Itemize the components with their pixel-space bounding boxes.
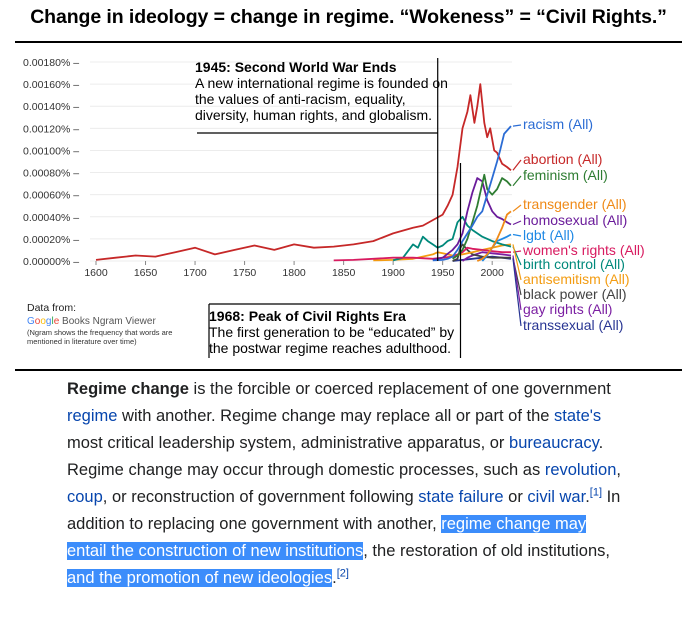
y-tick-label: 0.00120% – <box>23 123 79 135</box>
y-tick-label: 0.00160% – <box>23 79 79 91</box>
x-tick-label: 1850 <box>332 267 356 279</box>
annotation-1968-text: The first generation to be “educated” by… <box>209 324 455 356</box>
y-tick-label: 0.00040% – <box>23 212 79 224</box>
bottom-rule <box>15 369 682 371</box>
legend-label: transsexual (All) <box>523 317 623 333</box>
series-line-abortion <box>95 83 512 261</box>
top-rule <box>15 41 682 43</box>
headline: Change in ideology = change in regime. “… <box>30 6 667 28</box>
series-line-transgender <box>476 210 512 262</box>
link-civil-war[interactable]: civil war <box>527 488 586 506</box>
legend-label: feminism (All) <box>523 167 608 183</box>
legend-leader <box>512 159 522 171</box>
annotation-1945-title: 1945: Second World War Ends <box>195 59 397 75</box>
highlight-new-ideologies[interactable]: and the promotion of new ideologies <box>67 569 333 587</box>
link-state-failure[interactable]: state failure <box>418 488 504 506</box>
legend-leader <box>512 244 522 281</box>
link-revolution[interactable]: revolution <box>544 461 617 479</box>
legend-label: abortion (All) <box>523 151 602 167</box>
series-line-racism <box>432 125 512 262</box>
x-tick-label: 1650 <box>134 267 158 279</box>
legend-label: racism (All) <box>523 116 593 132</box>
y-tick-label: 0.00080% – <box>23 168 79 180</box>
series-line-homosexual <box>432 177 512 261</box>
reference-1[interactable]: [1] <box>589 486 603 499</box>
link-states[interactable]: state's <box>554 407 602 425</box>
x-tick-label: 1800 <box>282 267 306 279</box>
legend-label: lgbt (All) <box>523 227 574 243</box>
annotation-1968: 1968: Peak of Civil Rights Era The first… <box>209 308 474 356</box>
x-tick-label: 2000 <box>481 267 505 279</box>
legend-label: birth control (All) <box>523 256 625 272</box>
annotation-1968-title: 1968: Peak of Civil Rights Era <box>209 308 406 324</box>
x-tick-label: 1600 <box>84 267 108 279</box>
link-regime[interactable]: regime <box>67 407 118 425</box>
legend-label: transgender (All) <box>523 196 627 212</box>
x-tick-label: 1700 <box>183 267 207 279</box>
legend-label: homosexual (All) <box>523 212 627 228</box>
annotation-1945: 1945: Second World War Ends A new intern… <box>195 59 450 123</box>
source-note: (Ngram shows the frequency that words ar… <box>27 328 173 346</box>
article-paragraph: Regime change is the forcible or coerced… <box>67 380 621 587</box>
legend-leader <box>512 255 522 311</box>
source-label: Data from: <box>27 302 77 314</box>
y-tick-label: 0.00000% – <box>23 256 79 268</box>
article-term: Regime change <box>67 380 189 398</box>
legend-leader <box>512 220 522 226</box>
link-bureaucracy[interactable]: bureaucracy <box>509 434 599 452</box>
x-tick-label: 1900 <box>381 267 405 279</box>
link-coup[interactable]: coup <box>67 488 103 506</box>
source-box: Data from: Google Books Ngram Viewer (Ng… <box>27 302 197 346</box>
legend-leader <box>512 233 522 237</box>
legend-label: antisemitism (All) <box>523 271 630 287</box>
y-tick-label: 0.00140% – <box>23 101 79 113</box>
y-tick-label: 0.00060% – <box>23 190 79 202</box>
google-books-logo: Google Books Ngram Viewer <box>27 316 156 327</box>
y-tick-label: 0.00180% – <box>23 57 79 69</box>
x-tick-label: 1950 <box>431 267 455 279</box>
series-line-birth <box>392 215 512 262</box>
reference-2[interactable]: [2] <box>336 567 349 580</box>
y-tick-label: 0.00020% – <box>23 234 79 246</box>
legend-leader <box>512 175 522 187</box>
series-line-gay <box>461 251 512 262</box>
legend-label: black power (All) <box>523 286 626 302</box>
legend-label: women's rights (All) <box>522 242 645 258</box>
legend-leader <box>512 124 522 127</box>
legend-label: gay rights (All) <box>523 301 612 317</box>
legend-leader <box>512 204 522 212</box>
y-tick-label: 0.00100% – <box>23 145 79 157</box>
ngram-chart: 0.00180% – 0.00160% – 0.00140% – 0.00120% –… <box>23 57 645 358</box>
annotation-1945-text: A new international regime is founded on… <box>195 75 448 123</box>
legend-leader <box>512 258 522 327</box>
series-line-feminism <box>452 173 512 260</box>
x-tick-label: 1750 <box>233 267 257 279</box>
